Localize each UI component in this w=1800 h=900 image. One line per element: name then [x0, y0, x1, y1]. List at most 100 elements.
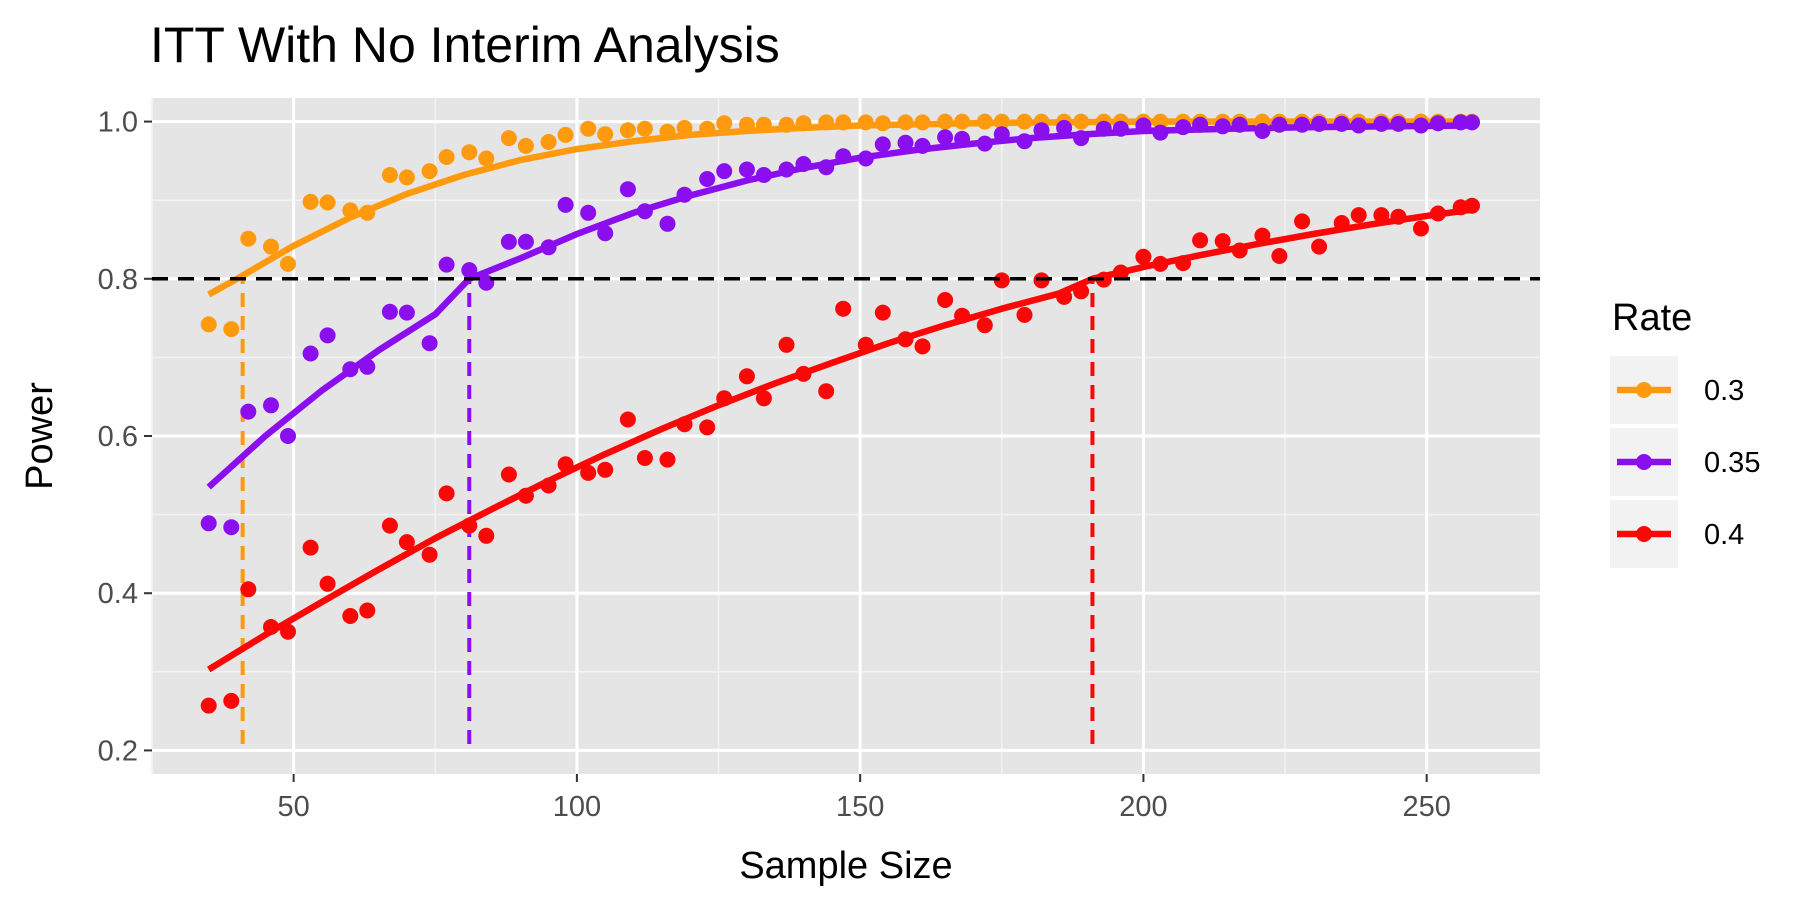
point-0.4-5 [302, 539, 319, 556]
point-0.4-52 [1231, 242, 1248, 259]
point-0.4-15 [500, 466, 517, 483]
point-0.35-33 [857, 150, 874, 167]
legend: Rate 0.3 0.35 0.4 [1610, 297, 1760, 568]
point-0.3-41 [1016, 113, 1033, 130]
point-0.4-25 [699, 419, 716, 436]
point-0.35-52 [1231, 116, 1248, 133]
point-0.4-29 [778, 336, 795, 353]
point-0.4-58 [1350, 207, 1367, 224]
x-axis: 50 100 150 200 250 [277, 774, 1451, 823]
point-0.3-0 [200, 316, 217, 333]
point-0.3-16 [517, 137, 534, 154]
point-0.3-26 [716, 115, 733, 132]
point-0.4-9 [381, 517, 398, 534]
point-0.3-23 [659, 123, 676, 140]
point-0.4-24 [676, 416, 693, 433]
point-0.35-59 [1373, 115, 1390, 132]
x-tick-label-0: 50 [277, 791, 309, 823]
point-0.4-23 [659, 451, 676, 468]
point-0.3-30 [795, 115, 812, 132]
point-0.35-55 [1294, 116, 1311, 133]
point-0.35-63 [1452, 114, 1469, 131]
y-axis: 0.2 0.4 0.6 0.8 1.0 [98, 107, 152, 767]
y-tick-label-3: 0.8 [98, 264, 138, 296]
point-0.35-17 [540, 239, 557, 256]
point-0.35-53 [1254, 123, 1271, 139]
y-tick-label-2: 0.6 [98, 421, 138, 453]
point-0.35-21 [619, 181, 636, 198]
point-0.4-62 [1430, 205, 1446, 222]
point-0.4-57 [1333, 215, 1350, 231]
point-0.3-34 [874, 115, 891, 132]
point-0.35-24 [676, 186, 693, 203]
point-0.35-41 [1016, 133, 1033, 150]
legend-label-0.4: 0.4 [1704, 519, 1744, 551]
point-0.35-12 [438, 256, 455, 273]
point-0.3-6 [319, 194, 336, 211]
point-0.35-43 [1056, 119, 1073, 136]
point-0.4-39 [976, 317, 993, 334]
point-0.3-37 [937, 113, 954, 130]
point-0.35-51 [1214, 118, 1231, 135]
point-0.35-25 [699, 171, 716, 187]
point-0.3-9 [381, 167, 398, 183]
point-0.4-0 [200, 697, 217, 714]
x-tick-label-3: 200 [1119, 791, 1167, 823]
point-0.4-48 [1152, 255, 1169, 272]
point-0.3-1 [223, 321, 240, 338]
point-0.4-6 [319, 575, 336, 592]
point-0.3-32 [835, 114, 852, 131]
point-0.4-18 [557, 456, 574, 473]
point-0.3-48 [1152, 113, 1169, 130]
point-0.3-21 [619, 122, 636, 139]
point-0.35-2 [240, 403, 257, 420]
point-0.4-1 [223, 692, 240, 709]
threshold-lines [240, 278, 1095, 744]
data-points [200, 113, 1480, 714]
point-0.3-31 [818, 114, 835, 131]
point-0.35-4 [280, 428, 296, 444]
x-tick-label-1: 100 [553, 791, 601, 823]
y-axis-title: Power [19, 382, 61, 490]
point-0.3-14 [478, 150, 495, 167]
point-0.35-56 [1311, 115, 1328, 132]
point-0.4-13 [461, 517, 478, 534]
point-0.35-49 [1175, 119, 1192, 136]
point-0.35-37 [937, 129, 954, 146]
point-0.35-0 [200, 515, 217, 532]
point-0.4-47 [1135, 248, 1152, 265]
point-0.4-56 [1311, 238, 1328, 255]
point-0.4-32 [835, 300, 852, 317]
point-0.35-62 [1430, 115, 1446, 132]
legend-label-0.3: 0.3 [1704, 375, 1744, 407]
point-0.4-30 [795, 365, 812, 382]
point-0.35-23 [659, 215, 676, 232]
point-0.4-16 [517, 487, 534, 504]
point-0.35-3 [263, 397, 279, 414]
point-0.3-40 [993, 113, 1010, 130]
point-0.4-51 [1214, 233, 1231, 250]
point-0.35-11 [421, 335, 438, 352]
point-0.3-13 [461, 144, 478, 161]
point-0.35-29 [778, 161, 795, 178]
point-0.35-35 [897, 134, 914, 151]
point-0.4-14 [478, 527, 495, 544]
point-0.3-11 [421, 163, 438, 180]
point-0.35-1 [223, 519, 240, 536]
y-tick-label-4: 1.0 [98, 107, 138, 139]
point-0.3-17 [540, 134, 557, 150]
point-0.3-44 [1073, 113, 1090, 130]
x-tick-label-4: 250 [1402, 791, 1450, 823]
legend-key-point-0.4 [1636, 526, 1652, 542]
legend-key-point-0.35 [1636, 454, 1652, 470]
point-0.3-5 [302, 193, 319, 210]
point-0.4-50 [1192, 232, 1209, 249]
point-0.35-45 [1095, 120, 1112, 137]
point-0.3-22 [636, 120, 653, 137]
point-0.35-54 [1271, 116, 1288, 133]
point-0.35-38 [954, 130, 971, 147]
point-0.3-38 [954, 113, 971, 130]
point-0.35-36 [914, 137, 931, 154]
point-0.35-18 [557, 196, 574, 213]
point-0.35-30 [795, 156, 812, 172]
